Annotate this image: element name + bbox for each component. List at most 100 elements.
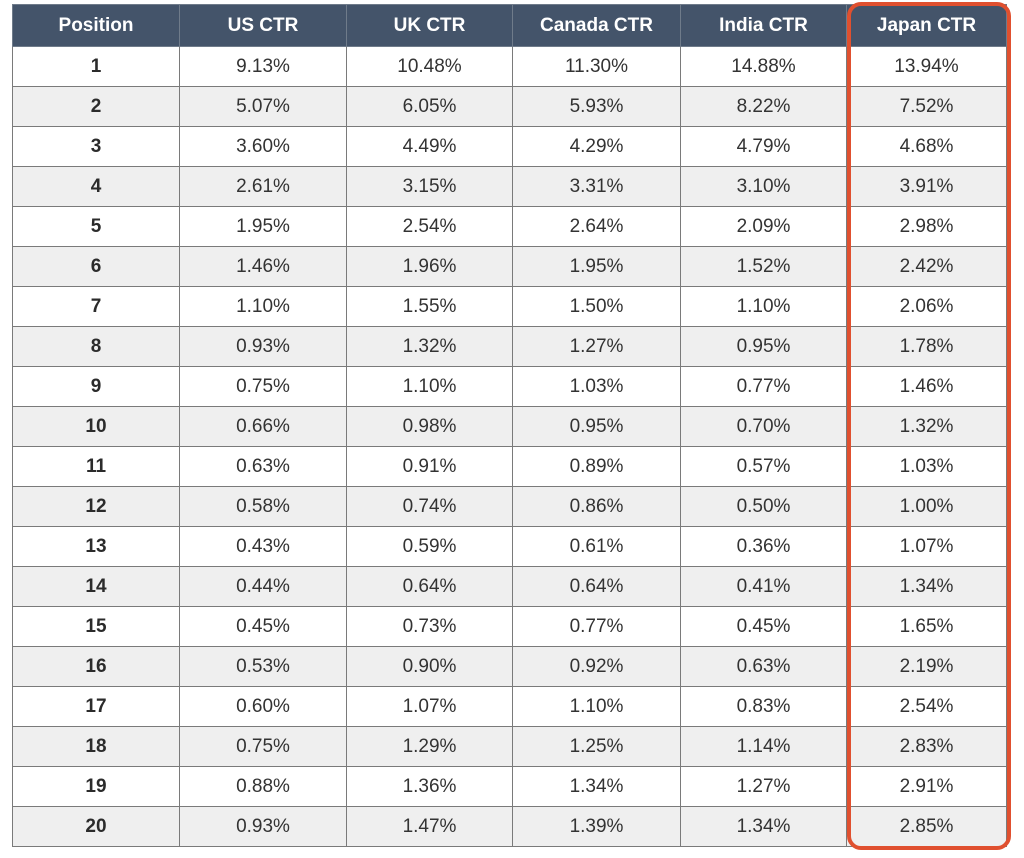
india-ctr-cell: 0.95% xyxy=(680,326,847,367)
canada-ctr-cell: 0.61% xyxy=(512,526,681,567)
japan-ctr-cell: 1.32% xyxy=(846,406,1007,447)
us-ctr-cell: 0.58% xyxy=(179,486,347,527)
uk-ctr-cell: 1.29% xyxy=(346,726,513,767)
japan-ctr-cell: 2.98% xyxy=(846,206,1007,247)
uk-ctr-cell: 10.48% xyxy=(346,46,513,87)
table-row: 19 0.88% 1.36% 1.34% 1.27% 2.91% xyxy=(12,766,1007,807)
table-row: 7 1.10% 1.55% 1.50% 1.10% 2.06% xyxy=(12,286,1007,327)
table-row: 13 0.43% 0.59% 0.61% 0.36% 1.07% xyxy=(12,526,1007,567)
table-row: 16 0.53% 0.90% 0.92% 0.63% 2.19% xyxy=(12,646,1007,687)
us-ctr-cell: 3.60% xyxy=(179,126,347,167)
column-header-position: Position xyxy=(12,4,180,47)
india-ctr-cell: 14.88% xyxy=(680,46,847,87)
canada-ctr-cell: 0.64% xyxy=(512,566,681,607)
uk-ctr-cell: 0.91% xyxy=(346,446,513,487)
table-row: 3 3.60% 4.49% 4.29% 4.79% 4.68% xyxy=(12,126,1007,167)
japan-ctr-cell: 2.19% xyxy=(846,646,1007,687)
uk-ctr-cell: 1.10% xyxy=(346,366,513,407)
us-ctr-cell: 0.44% xyxy=(179,566,347,607)
canada-ctr-cell: 1.10% xyxy=(512,686,681,727)
japan-ctr-cell: 2.54% xyxy=(846,686,1007,727)
column-header-uk-ctr: UK CTR xyxy=(346,4,513,47)
uk-ctr-cell: 0.73% xyxy=(346,606,513,647)
us-ctr-cell: 0.75% xyxy=(179,366,347,407)
uk-ctr-cell: 1.32% xyxy=(346,326,513,367)
india-ctr-cell: 0.45% xyxy=(680,606,847,647)
canada-ctr-cell: 2.64% xyxy=(512,206,681,247)
us-ctr-cell: 1.46% xyxy=(179,246,347,287)
us-ctr-cell: 0.45% xyxy=(179,606,347,647)
position-cell: 9 xyxy=(12,366,180,407)
india-ctr-cell: 1.14% xyxy=(680,726,847,767)
canada-ctr-cell: 1.95% xyxy=(512,246,681,287)
japan-ctr-cell: 2.85% xyxy=(846,806,1007,847)
uk-ctr-cell: 0.64% xyxy=(346,566,513,607)
us-ctr-cell: 0.75% xyxy=(179,726,347,767)
position-cell: 6 xyxy=(12,246,180,287)
india-ctr-cell: 0.70% xyxy=(680,406,847,447)
ctr-table: Position US CTR UK CTR Canada CTR India CTR J… xyxy=(12,4,1007,847)
japan-ctr-cell: 2.42% xyxy=(846,246,1007,287)
position-cell: 4 xyxy=(12,166,180,207)
japan-ctr-cell: 2.91% xyxy=(846,766,1007,807)
canada-ctr-cell: 0.92% xyxy=(512,646,681,687)
uk-ctr-cell: 1.55% xyxy=(346,286,513,327)
japan-ctr-cell: 1.65% xyxy=(846,606,1007,647)
uk-ctr-cell: 0.90% xyxy=(346,646,513,687)
us-ctr-cell: 0.63% xyxy=(179,446,347,487)
canada-ctr-cell: 1.25% xyxy=(512,726,681,767)
us-ctr-cell: 0.88% xyxy=(179,766,347,807)
table-row: 9 0.75% 1.10% 1.03% 0.77% 1.46% xyxy=(12,366,1007,407)
position-cell: 2 xyxy=(12,86,180,127)
table-row: 6 1.46% 1.96% 1.95% 1.52% 2.42% xyxy=(12,246,1007,287)
canada-ctr-cell: 11.30% xyxy=(512,46,681,87)
canada-ctr-cell: 5.93% xyxy=(512,86,681,127)
japan-ctr-cell: 1.34% xyxy=(846,566,1007,607)
japan-ctr-cell: 7.52% xyxy=(846,86,1007,127)
us-ctr-cell: 1.95% xyxy=(179,206,347,247)
japan-ctr-cell: 1.00% xyxy=(846,486,1007,527)
india-ctr-cell: 8.22% xyxy=(680,86,847,127)
position-cell: 17 xyxy=(12,686,180,727)
japan-ctr-cell: 1.03% xyxy=(846,446,1007,487)
japan-ctr-cell: 1.07% xyxy=(846,526,1007,567)
japan-ctr-cell: 4.68% xyxy=(846,126,1007,167)
canada-ctr-cell: 4.29% xyxy=(512,126,681,167)
india-ctr-cell: 0.36% xyxy=(680,526,847,567)
india-ctr-cell: 3.10% xyxy=(680,166,847,207)
canada-ctr-cell: 1.27% xyxy=(512,326,681,367)
japan-ctr-cell: 1.46% xyxy=(846,366,1007,407)
japan-ctr-cell: 13.94% xyxy=(846,46,1007,87)
uk-ctr-cell: 4.49% xyxy=(346,126,513,167)
india-ctr-cell: 1.34% xyxy=(680,806,847,847)
table-row: 14 0.44% 0.64% 0.64% 0.41% 1.34% xyxy=(12,566,1007,607)
canada-ctr-cell: 3.31% xyxy=(512,166,681,207)
japan-ctr-cell: 2.06% xyxy=(846,286,1007,327)
canada-ctr-cell: 1.39% xyxy=(512,806,681,847)
table-row: 11 0.63% 0.91% 0.89% 0.57% 1.03% xyxy=(12,446,1007,487)
column-header-us-ctr: US CTR xyxy=(179,4,347,47)
us-ctr-cell: 0.60% xyxy=(179,686,347,727)
table-row: 20 0.93% 1.47% 1.39% 1.34% 2.85% xyxy=(12,806,1007,847)
india-ctr-cell: 0.83% xyxy=(680,686,847,727)
us-ctr-cell: 2.61% xyxy=(179,166,347,207)
us-ctr-cell: 5.07% xyxy=(179,86,347,127)
us-ctr-cell: 0.93% xyxy=(179,326,347,367)
table-row: 10 0.66% 0.98% 0.95% 0.70% 1.32% xyxy=(12,406,1007,447)
position-cell: 18 xyxy=(12,726,180,767)
canada-ctr-cell: 1.03% xyxy=(512,366,681,407)
uk-ctr-cell: 6.05% xyxy=(346,86,513,127)
position-cell: 11 xyxy=(12,446,180,487)
india-ctr-cell: 1.10% xyxy=(680,286,847,327)
india-ctr-cell: 2.09% xyxy=(680,206,847,247)
position-cell: 8 xyxy=(12,326,180,367)
position-cell: 13 xyxy=(12,526,180,567)
position-cell: 3 xyxy=(12,126,180,167)
table-row: 18 0.75% 1.29% 1.25% 1.14% 2.83% xyxy=(12,726,1007,767)
india-ctr-cell: 0.77% xyxy=(680,366,847,407)
uk-ctr-cell: 0.98% xyxy=(346,406,513,447)
us-ctr-cell: 9.13% xyxy=(179,46,347,87)
canada-ctr-cell: 0.89% xyxy=(512,446,681,487)
table-row: 8 0.93% 1.32% 1.27% 0.95% 1.78% xyxy=(12,326,1007,367)
